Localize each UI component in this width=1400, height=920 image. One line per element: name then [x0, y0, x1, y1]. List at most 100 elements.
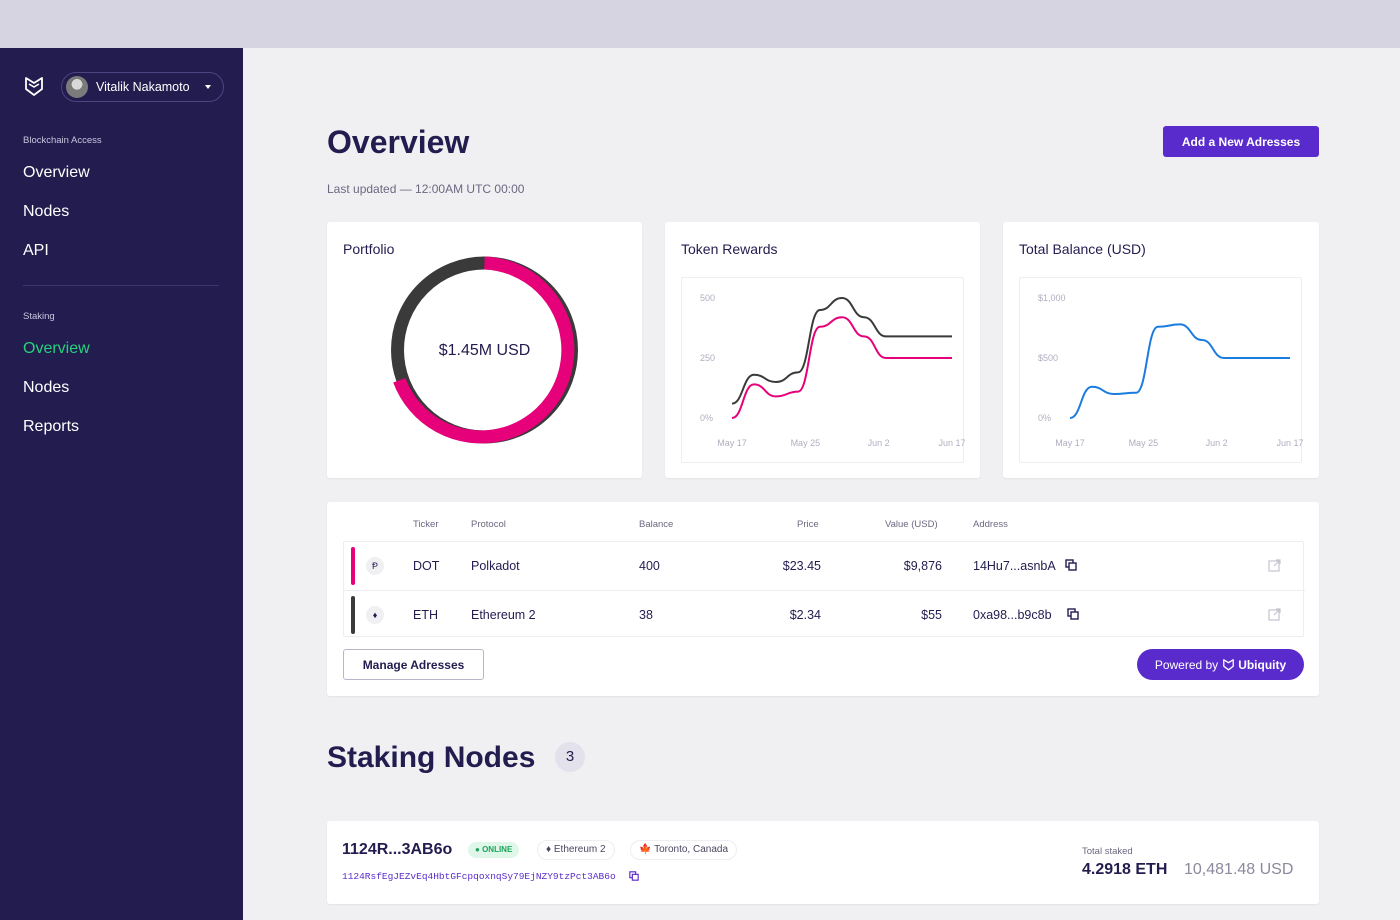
- chevron-down-icon: [205, 85, 211, 89]
- cell-protocol: Ethereum 2: [471, 608, 536, 622]
- protocol-text: Ethereum 2: [553, 844, 606, 855]
- cell-balance: 400: [639, 559, 660, 573]
- status-text: ONLINE: [482, 845, 513, 854]
- token-rewards-xtick: Jun 2: [868, 438, 890, 448]
- asset-color-indicator: [351, 596, 355, 634]
- sidebar-item-reports[interactable]: Reports: [23, 418, 80, 435]
- token-rewards-xtick: Jun 17: [938, 438, 965, 448]
- ethereum-icon: ♦: [546, 844, 552, 855]
- portfolio-title: Portfolio: [343, 241, 395, 257]
- total-balance-xtick: Jun 17: [1276, 438, 1303, 448]
- total-balance-card: Total Balance (USD) $1,000 $500 0% May 17 Ma…: [1003, 222, 1319, 478]
- sidebar-item-api[interactable]: API: [23, 242, 49, 259]
- cell-ticker: DOT: [413, 559, 440, 573]
- table-row[interactable]: ♦ ETH Ethereum 2 38 $2.34 $55 0xa98...b9…: [344, 590, 1305, 638]
- main-content: Overview Last updated — 12:00AM UTC 00:0…: [243, 48, 1400, 920]
- cell-price: $23.45: [782, 559, 821, 573]
- token-rewards-series-line-0: [731, 296, 952, 405]
- total-staked-eth: 4.2918 ETH: [1082, 861, 1168, 878]
- total-balance-xtick: May 25: [1129, 438, 1159, 448]
- powered-by-ubiquity-link[interactable]: Powered by Ubiquity: [1137, 649, 1304, 680]
- token-rewards-xtick: May 25: [791, 438, 821, 448]
- sidebar-item-blockchain-overview[interactable]: Overview: [23, 164, 90, 181]
- sidebar: Vitalik Nakamoto Blockchain Access Overv…: [0, 48, 243, 920]
- token-rewards-ytick: 250: [700, 353, 715, 363]
- node-id: 1124R...3AB6o: [342, 841, 453, 858]
- total-balance-svg: $1,000 $500 0% May 17 May 25 Jun 2 Jun 17: [1038, 293, 1303, 448]
- portfolio-donut: [391, 256, 578, 444]
- add-address-button[interactable]: Add a New Adresses: [1163, 126, 1319, 157]
- polkadot-icon: Ᵽ: [366, 557, 384, 575]
- location-tag: 🍁 Toronto, Canada: [630, 840, 738, 860]
- total-staked-label: Total staked: [1082, 846, 1133, 857]
- token-rewards-ytick: 500: [700, 293, 715, 303]
- user-name: Vitalik Nakamoto: [96, 80, 190, 94]
- portfolio-card: Portfolio $1.45M USD: [327, 222, 642, 478]
- token-rewards-card: Token Rewards 500 250 0% May 17 May 25 Jun 2 J…: [665, 222, 980, 478]
- section-label-staking: Staking: [23, 311, 55, 322]
- powered-by-text: Powered by: [1154, 657, 1219, 672]
- ubiquity-logo-icon[interactable]: [23, 75, 45, 97]
- ethereum-icon: ♦: [366, 606, 384, 624]
- total-balance-series-line-0: [1069, 323, 1290, 419]
- header-ticker: Ticker: [413, 519, 439, 530]
- total-balance-chart: $1,000 $500 0% May 17 May 25 Jun 2 Jun 17: [1019, 277, 1303, 463]
- asset-color-indicator: [351, 547, 355, 585]
- header-balance: Balance: [639, 519, 674, 530]
- section-label-blockchain: Blockchain Access: [23, 135, 102, 146]
- page-title: Overview: [327, 124, 470, 160]
- header-protocol: Protocol: [471, 519, 506, 530]
- ubiquity-logo-icon: [1223, 659, 1235, 671]
- external-link-icon[interactable]: [1268, 608, 1281, 621]
- location-text: Toronto, Canada: [654, 844, 729, 855]
- user-menu[interactable]: Vitalik Nakamoto: [61, 72, 224, 102]
- cell-value: $9,876: [903, 559, 942, 573]
- total-balance-ytick: $500: [1038, 353, 1058, 363]
- node-count-badge: 3: [555, 742, 585, 772]
- token-rewards-title: Token Rewards: [681, 241, 778, 257]
- sidebar-divider: [23, 285, 219, 286]
- cell-protocol: Polkadot: [471, 559, 520, 573]
- copy-icon[interactable]: [1067, 608, 1079, 620]
- copy-icon[interactable]: [1065, 559, 1077, 571]
- cell-balance: 38: [639, 608, 653, 622]
- header-address: Address: [973, 519, 1008, 530]
- assets-table: Ᵽ DOT Polkadot 400 $23.45 $9,876 14Hu7..…: [343, 541, 1305, 638]
- sidebar-item-blockchain-nodes[interactable]: Nodes: [23, 203, 70, 220]
- cell-value: $55: [921, 608, 942, 622]
- sidebar-item-staking-nodes[interactable]: Nodes: [23, 379, 70, 396]
- header-value: Value (USD): [885, 519, 938, 530]
- cell-price: $2.34: [789, 608, 821, 622]
- sidebar-item-staking-overview[interactable]: Overview: [23, 340, 90, 357]
- copy-icon[interactable]: [629, 871, 639, 881]
- cell-ticker: ETH: [413, 608, 438, 622]
- header-price: Price: [797, 519, 819, 530]
- donut-segment-dot: [393, 256, 575, 444]
- cell-address: 14Hu7...asnbA: [973, 559, 1056, 573]
- token-rewards-series-line-1: [731, 316, 952, 419]
- total-balance-ytick: $1,000: [1038, 293, 1066, 303]
- table-row[interactable]: Ᵽ DOT Polkadot 400 $23.45 $9,876 14Hu7..…: [344, 542, 1305, 590]
- avatar: [66, 76, 88, 98]
- token-rewards-ytick: 0%: [700, 413, 713, 423]
- manage-addresses-button[interactable]: Manage Adresses: [343, 649, 484, 680]
- ubiquity-brand: Ubiquity: [1238, 657, 1287, 672]
- total-balance-ytick: 0%: [1038, 413, 1051, 423]
- canada-flag-icon: 🍁: [639, 844, 652, 855]
- last-updated-text: Last updated — 12:00AM UTC 00:00: [327, 182, 525, 196]
- portfolio-total: $1.45M USD: [438, 342, 531, 359]
- token-rewards-svg: 500 250 0% May 17 May 25 Jun 2 Jun 17: [700, 293, 965, 448]
- token-rewards-chart: 500 250 0% May 17 May 25 Jun 2 Jun 17: [681, 277, 965, 463]
- total-balance-xtick: May 17: [1055, 438, 1085, 448]
- total-balance-title: Total Balance (USD): [1019, 241, 1146, 257]
- external-link-icon[interactable]: [1268, 559, 1281, 572]
- node-address[interactable]: 1124RsfEgJEZvEq4HbtGFcpqoxnqSy79EjNZY9tz…: [342, 871, 616, 882]
- window-top-bar: [0, 0, 1400, 48]
- status-badge: ● ONLINE: [468, 842, 520, 858]
- total-balance-xtick: Jun 2: [1206, 438, 1228, 448]
- cell-address: 0xa98...b9c8b: [973, 608, 1052, 622]
- node-card[interactable]: 1124R...3AB6o ● ONLINE ♦ Ethereum 2 🍁 To…: [327, 821, 1319, 904]
- protocol-tag: ♦ Ethereum 2: [537, 840, 615, 860]
- total-staked-usd: 10,481.48 USD: [1184, 861, 1294, 878]
- staking-nodes-title: Staking Nodes: [327, 741, 536, 774]
